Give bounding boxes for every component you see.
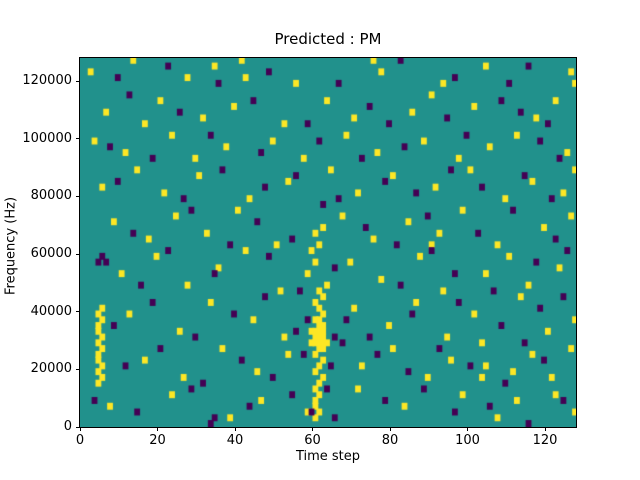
y-tick-mark bbox=[76, 80, 79, 82]
x-tick-mark bbox=[544, 428, 546, 431]
x-tick-label: 0 bbox=[75, 433, 85, 448]
x-tick-mark bbox=[234, 428, 236, 431]
x-tick-label: 20 bbox=[149, 433, 166, 448]
x-tick-label: 80 bbox=[381, 433, 399, 448]
y-tick-label: 100000 bbox=[22, 130, 72, 146]
y-tick-mark bbox=[76, 368, 79, 370]
heatmap-canvas bbox=[80, 58, 576, 427]
y-tick-label: 20000 bbox=[30, 361, 72, 377]
y-tick-label: 60000 bbox=[30, 246, 72, 262]
y-tick-label: 40000 bbox=[30, 303, 72, 319]
y-tick-mark bbox=[76, 253, 79, 255]
y-tick-label: 80000 bbox=[30, 188, 72, 204]
x-tick-mark bbox=[312, 428, 313, 431]
x-tick-mark bbox=[157, 428, 158, 431]
y-tick-mark bbox=[76, 426, 79, 428]
y-tick-mark bbox=[76, 195, 79, 197]
y-tick-label: 120000 bbox=[22, 73, 72, 89]
x-tick-label: 60 bbox=[304, 433, 321, 448]
y-tick-label: 0 bbox=[63, 419, 72, 434]
y-tick-mark bbox=[76, 311, 79, 313]
x-axis-label: Time step bbox=[295, 449, 361, 464]
x-tick-label: 40 bbox=[226, 433, 244, 448]
x-tick-mark bbox=[467, 428, 468, 431]
x-tick-mark bbox=[389, 428, 391, 431]
x-tick-label: 100 bbox=[455, 433, 480, 448]
chart-title: Predicted : PM bbox=[274, 30, 382, 48]
x-tick-mark bbox=[79, 428, 81, 431]
y-tick-mark bbox=[76, 138, 79, 140]
x-tick-label: 120 bbox=[532, 433, 558, 448]
